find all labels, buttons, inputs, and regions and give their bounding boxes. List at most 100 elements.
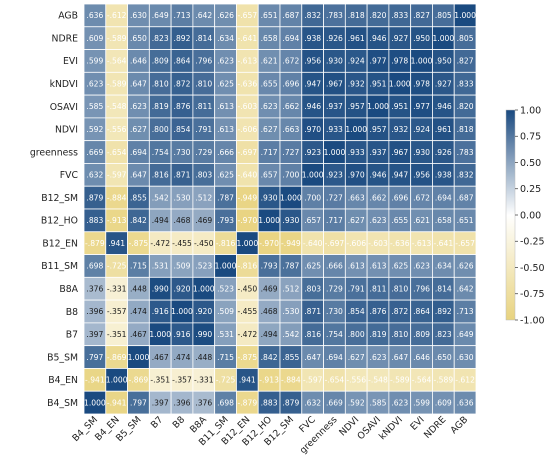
row-label-greenness: greenness — [30, 147, 78, 158]
cell-value-label: .871 — [174, 171, 191, 180]
cell-value-label: .729 — [195, 148, 212, 157]
cell-value-label: .803 — [304, 284, 321, 293]
column-label-agb: AGB — [448, 414, 470, 436]
colorbar-tick-label: 0.50 — [520, 158, 541, 169]
cell-value-label: -.875 — [129, 239, 149, 248]
cell-value-label: .879 — [86, 193, 103, 202]
cell-value-label: .468 — [261, 307, 278, 316]
cell-value-label: .977 — [413, 102, 430, 111]
cell-value-label: -.472 — [150, 239, 170, 248]
cell-value-label: .727 — [326, 193, 343, 202]
cell-value-label: .649 — [457, 330, 474, 339]
cell-value-label: .833 — [457, 79, 474, 88]
cell-value-label: -.636 — [390, 239, 410, 248]
cell-value-label: .531 — [152, 262, 169, 271]
colorbar-tick-label: -0.75 — [520, 289, 545, 300]
cell-value-label: .474 — [130, 307, 147, 316]
cell-value-label: -.589 — [390, 376, 410, 385]
cell-value-label: .797 — [86, 353, 103, 362]
cell-value-label: 1.000 — [280, 193, 302, 202]
cell-value-label: -.597 — [107, 171, 127, 180]
cell-value-label: .820 — [370, 11, 387, 20]
cell-value-label: .467 — [130, 330, 147, 339]
cell-value-label: .650 — [130, 34, 147, 43]
cell-value-label: .951 — [370, 79, 387, 88]
colorbar-tick-label: -0.25 — [520, 237, 545, 248]
cell-value-label: .625 — [391, 262, 408, 271]
cell-value-label: .927 — [435, 79, 452, 88]
cell-value-label: 1.000 — [128, 353, 150, 362]
cell-value-label: .864 — [413, 307, 430, 316]
cell-value-label: .950 — [413, 34, 430, 43]
cell-value-label: .823 — [152, 34, 169, 43]
cell-value-label: .797 — [130, 398, 147, 407]
cell-value-label: .800 — [152, 125, 169, 134]
cell-value-label: .672 — [413, 193, 430, 202]
cell-value-label: .946 — [435, 102, 452, 111]
cell-value-label: .932 — [391, 125, 408, 134]
cell-value-label: .883 — [261, 398, 278, 407]
cell-value-label: -.869 — [107, 353, 127, 362]
cell-value-label: .990 — [152, 284, 169, 293]
cell-value-label: -.455 — [238, 307, 258, 316]
cell-value-label: 1.000 — [215, 262, 237, 271]
cell-value-label: .832 — [304, 11, 321, 20]
cell-value-label: .397 — [152, 398, 169, 407]
cell-value-label: .621 — [261, 57, 278, 66]
cell-value-label: .700 — [304, 193, 321, 202]
cell-value-label: .783 — [326, 11, 343, 20]
cell-value-label: .977 — [370, 57, 387, 66]
cell-value-label: -.603 — [238, 102, 258, 111]
cell-value-label: .650 — [435, 353, 452, 362]
cell-value-label: .713 — [457, 307, 474, 316]
row-label-b4-sm: B4_SM — [47, 398, 78, 409]
cell-value-label: .879 — [282, 398, 299, 407]
cell-value-label: -.697 — [325, 239, 345, 248]
cell-value-label: .531 — [217, 330, 234, 339]
cell-value-label: .810 — [391, 330, 408, 339]
cell-value-label: .946 — [370, 171, 387, 180]
cell-value-label: .809 — [152, 57, 169, 66]
cell-value-label: -.613 — [412, 239, 432, 248]
row-label-b7: B7 — [66, 330, 78, 341]
cell-value-label: .669 — [86, 148, 103, 157]
cell-value-label: .530 — [282, 307, 299, 316]
cell-value-label: .818 — [457, 125, 474, 134]
cell-value-label: 1.000 — [84, 398, 106, 407]
cell-value-label: .396 — [174, 398, 191, 407]
cell-value-label: .796 — [195, 57, 212, 66]
cell-value-label: -.612 — [107, 11, 127, 20]
cell-value-label: -.641 — [238, 34, 258, 43]
cell-value-label: -.884 — [107, 193, 127, 202]
cell-value-label: .636 — [86, 11, 103, 20]
cell-value-label: -.589 — [107, 34, 127, 43]
cell-value-label: .930 — [261, 193, 278, 202]
cell-value-label: .920 — [195, 307, 212, 316]
cell-value-label: -.351 — [107, 330, 127, 339]
cell-value-label: .609 — [435, 398, 452, 407]
cell-value-label: .938 — [304, 34, 321, 43]
cell-value-label: .951 — [391, 102, 408, 111]
cell-value-label: 1.000 — [389, 79, 411, 88]
colorbar: 1.00 0.75 0.50 0.25 0.00 -0.25 -0.50 -0.75 -1.00 — [505, 105, 545, 326]
cell-value-label: .469 — [195, 216, 212, 225]
cell-value-label: .932 — [348, 79, 365, 88]
cell-value-label: -.589 — [107, 79, 127, 88]
column-label-b7: B7 — [149, 414, 166, 431]
cell-value-label: .448 — [130, 284, 147, 293]
cell-value-label: .957 — [348, 102, 365, 111]
cell-value-label: .791 — [195, 125, 212, 134]
cell-value-label: .630 — [457, 353, 474, 362]
cell-value-label: .854 — [174, 125, 191, 134]
cell-value-label: 1.000 — [236, 239, 258, 248]
cell-value-label: -.357 — [107, 307, 127, 316]
cell-value-label: 1.000 — [258, 216, 280, 225]
cell-value-label: .666 — [217, 148, 234, 157]
cell-value-label: .872 — [174, 79, 191, 88]
cell-value-label: .927 — [391, 34, 408, 43]
cell-value-label: -.641 — [434, 239, 454, 248]
row-label-b4-en: B4_EN — [48, 375, 78, 386]
cell-value-label: .930 — [326, 57, 343, 66]
cell-value-label: .694 — [130, 148, 147, 157]
row-label-kndvi: kNDVI — [50, 79, 78, 90]
